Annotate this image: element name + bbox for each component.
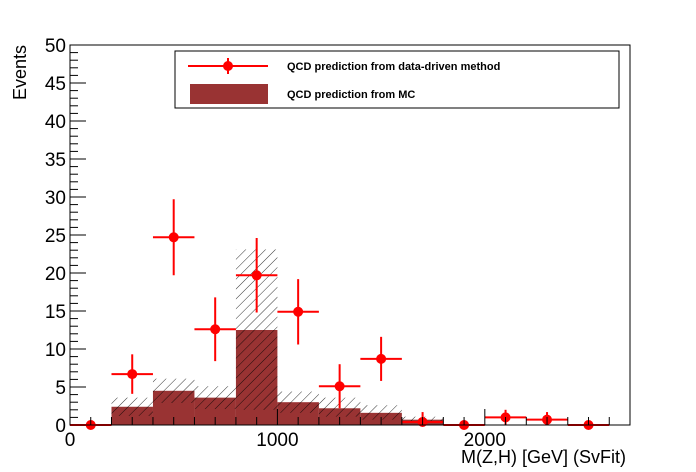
data-marker (127, 369, 138, 380)
data-point (360, 336, 402, 381)
data-marker (210, 324, 221, 335)
mc-uncertainty-hatch (194, 386, 236, 410)
data-point (318, 364, 361, 409)
legend-label-data-driven: QCD prediction from data-driven method (287, 61, 500, 73)
y-tick-label: 15 (45, 302, 66, 323)
legend-swatch-mc (190, 84, 268, 104)
x-axis-title: M(Z,H) [GeV] (SvFit) (461, 447, 626, 467)
data-point (277, 279, 319, 345)
mc-uncertainty-hatch (277, 391, 319, 413)
y-tick-label: 45 (45, 74, 66, 95)
data-point (111, 354, 153, 394)
data-point (235, 238, 278, 313)
data-marker (168, 232, 179, 243)
data-driven-points (70, 199, 610, 430)
mc-uncertainty-hatch (360, 405, 402, 420)
x-tick-label: 0 (65, 430, 76, 451)
mc-uncertainty-hatch (111, 397, 153, 416)
axes: 0 5 10 15 20 25 30 35 40 45 50 0 1000 2000 (45, 36, 610, 451)
legend: QCD prediction from data-driven method Q… (174, 50, 620, 109)
y-tick-label: 50 (45, 36, 66, 57)
data-point (152, 199, 195, 276)
data-marker (251, 270, 262, 281)
y-axis-title: Events (10, 45, 30, 100)
y-tick-label: 35 (45, 150, 66, 171)
y-tick-label: 0 (55, 416, 66, 437)
data-point (194, 297, 236, 362)
x-tick-label: 1000 (256, 430, 298, 451)
legend-label-mc: QCD prediction from MC (287, 89, 415, 101)
mc-uncertainty-hatch (152, 378, 195, 403)
y-tick-label: 40 (45, 112, 66, 133)
x-tick-label: 2000 (464, 430, 506, 451)
y-tick-label: 20 (45, 264, 66, 285)
y-tick-label: 5 (55, 378, 66, 399)
y-tick-label: 30 (45, 188, 66, 209)
y-tick-label: 10 (45, 340, 66, 361)
data-marker (293, 306, 304, 317)
legend-marker (223, 61, 233, 71)
y-tick-label: 25 (45, 226, 66, 247)
data-marker (334, 381, 345, 392)
data-marker (376, 353, 387, 364)
